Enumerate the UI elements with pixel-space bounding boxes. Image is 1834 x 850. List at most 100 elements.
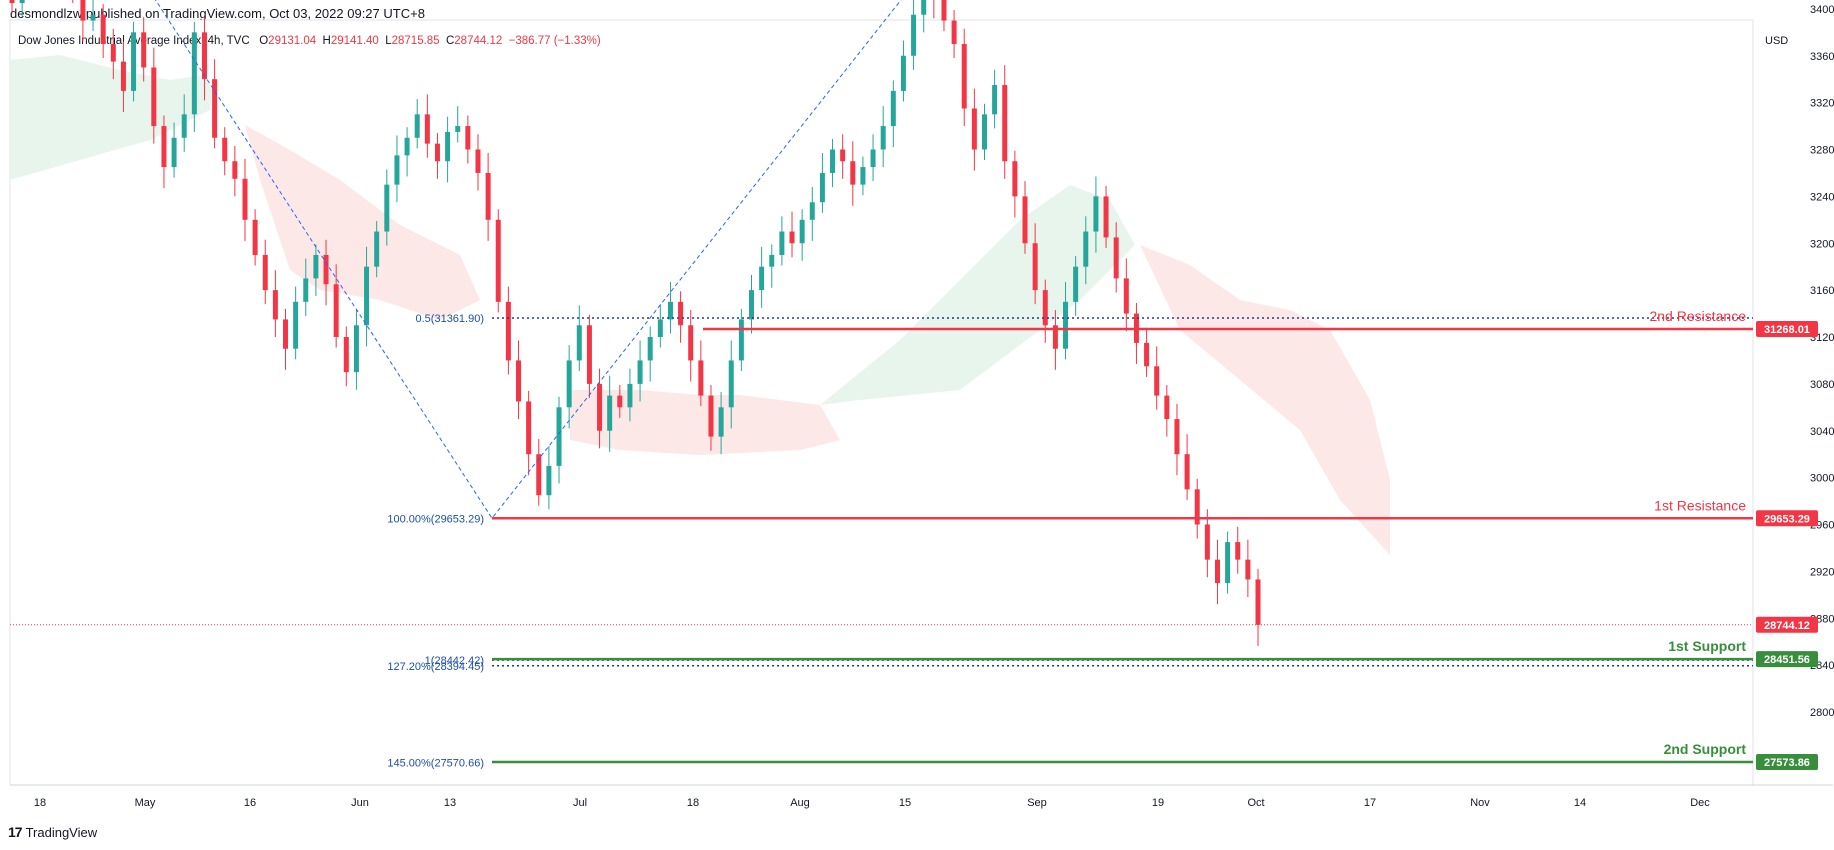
candle-body bbox=[222, 137, 228, 162]
ichimoku-cloud-3 bbox=[570, 390, 840, 455]
published-caption: desmondlzw published on TradingView.com,… bbox=[10, 6, 425, 21]
candle-body bbox=[1214, 559, 1220, 584]
tradingview-logo-icon: 17 bbox=[8, 824, 23, 840]
candle-body bbox=[1184, 454, 1190, 490]
candle-body bbox=[961, 44, 967, 109]
candle-body bbox=[353, 325, 359, 373]
candle-body bbox=[1194, 489, 1200, 525]
x-tick-label: May bbox=[135, 797, 156, 809]
candle-body bbox=[232, 161, 238, 179]
candle-body bbox=[566, 360, 572, 408]
y-tick-label: 32400.00 bbox=[1810, 191, 1834, 203]
level-name-label: 2nd Resistance bbox=[1649, 308, 1746, 324]
x-tick-label: Jul bbox=[573, 797, 587, 809]
y-tick-label: 33600.00 bbox=[1810, 51, 1834, 63]
candle-body bbox=[364, 266, 370, 326]
fib-level-label: 100.00%(29653.29) bbox=[387, 513, 484, 525]
candle-body bbox=[100, 14, 106, 45]
candle-body bbox=[333, 284, 339, 337]
x-tick-label: Sep bbox=[1027, 797, 1047, 809]
x-tick-label: 14 bbox=[1574, 797, 1586, 809]
candle-body bbox=[323, 254, 329, 285]
level-price-tag-text: 29653.29 bbox=[1764, 513, 1810, 525]
candle-body bbox=[526, 401, 532, 455]
footer-brand[interactable]: TradingView bbox=[25, 824, 98, 840]
close-value: 28744.12 bbox=[454, 35, 503, 47]
y-tick-label: 29200.00 bbox=[1810, 566, 1834, 578]
ichimoku-cloud-1 bbox=[10, 55, 212, 180]
candle-body bbox=[201, 32, 207, 80]
candle-body bbox=[647, 337, 653, 361]
candle-body bbox=[951, 20, 957, 45]
candle-body bbox=[617, 395, 623, 408]
candle-body bbox=[809, 202, 815, 220]
level-name-label: 1st Resistance bbox=[1654, 497, 1746, 513]
low-label: L bbox=[385, 35, 392, 47]
candle-body bbox=[475, 149, 481, 173]
level-price-tag bbox=[1756, 510, 1818, 527]
candle-body bbox=[110, 44, 116, 62]
high-value: 29141.40 bbox=[330, 35, 379, 47]
candle-body bbox=[90, 14, 96, 21]
candle-body bbox=[171, 137, 177, 168]
candle-body bbox=[1032, 243, 1038, 291]
last-price-tag-text: 28744.12 bbox=[1764, 620, 1810, 632]
candle-body bbox=[1073, 266, 1079, 302]
candle-body bbox=[1174, 419, 1180, 455]
y-tick-label: 31600.00 bbox=[1810, 285, 1834, 297]
candle-body bbox=[212, 79, 218, 138]
candle-body bbox=[495, 219, 501, 302]
candle-body bbox=[779, 231, 785, 255]
y-tick-label: 30000.00 bbox=[1810, 473, 1834, 485]
candle-body bbox=[1113, 237, 1119, 279]
candle-body bbox=[890, 90, 896, 127]
candle-body bbox=[759, 266, 765, 291]
x-tick-label: 17 bbox=[1364, 797, 1376, 809]
candle-body bbox=[1154, 366, 1160, 396]
x-tick-label: Oct bbox=[1247, 797, 1264, 809]
level-price-tag-text: 28451.56 bbox=[1764, 654, 1810, 666]
y-tick-label: 30800.00 bbox=[1810, 379, 1834, 391]
candle-body bbox=[607, 395, 613, 431]
candle-body bbox=[80, 0, 86, 21]
candle-body bbox=[141, 32, 147, 68]
candle-body bbox=[688, 325, 694, 361]
candle-body bbox=[971, 108, 977, 150]
candle-body bbox=[151, 67, 157, 127]
close-label: C bbox=[445, 35, 455, 47]
candle-body bbox=[1083, 231, 1089, 267]
level-price-tag bbox=[1756, 651, 1818, 668]
candle-body bbox=[718, 407, 724, 437]
candle-body bbox=[1245, 559, 1251, 580]
candle-body bbox=[708, 395, 714, 437]
level-price-tag bbox=[1756, 753, 1818, 770]
y-tick-label: 30400.00 bbox=[1810, 426, 1834, 438]
fib-level-label: 1(28442.42) bbox=[425, 655, 484, 667]
candle-body bbox=[19, 0, 25, 4]
candle-body bbox=[840, 149, 846, 162]
level-name-label: 2nd Support bbox=[1664, 741, 1747, 757]
candle-body bbox=[981, 114, 987, 150]
fib-trend-line[interactable] bbox=[70, 0, 920, 520]
candle-body bbox=[384, 184, 390, 232]
candle-body bbox=[485, 172, 491, 220]
level-price-tag-text: 27573.86 bbox=[1764, 757, 1810, 769]
candle-body bbox=[424, 114, 430, 144]
y-tick-label: 33200.00 bbox=[1810, 98, 1834, 110]
fib-level-label: 127.20%(28394.45) bbox=[387, 661, 484, 673]
candle-body bbox=[1123, 278, 1129, 314]
candle-body bbox=[586, 325, 592, 384]
candle-body bbox=[445, 131, 451, 162]
candle-body bbox=[830, 149, 836, 173]
y-tick-label: 28000.00 bbox=[1810, 707, 1834, 719]
candle-body bbox=[1002, 85, 1008, 162]
level-price-tag bbox=[1756, 321, 1818, 338]
candle-body bbox=[131, 32, 137, 91]
candle-body bbox=[161, 126, 167, 168]
x-tick-label: 15 bbox=[899, 797, 911, 809]
low-value: 28715.85 bbox=[391, 35, 440, 47]
x-tick-label: 19 bbox=[1152, 797, 1164, 809]
candle-body bbox=[556, 407, 562, 466]
candle-body bbox=[1164, 395, 1170, 420]
